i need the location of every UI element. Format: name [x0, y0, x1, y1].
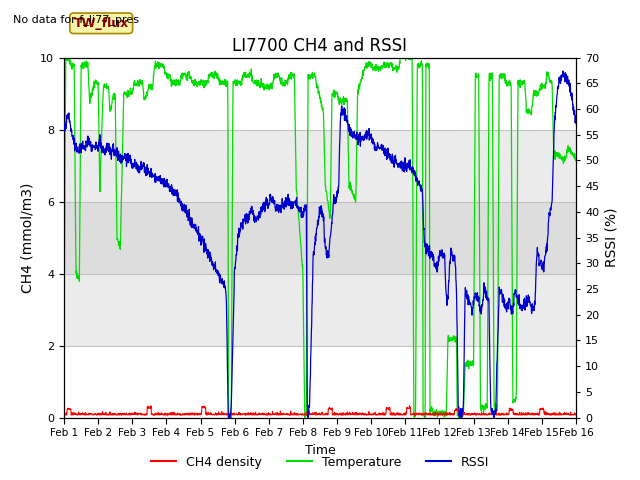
Legend: CH4 density, Temperature, RSSI: CH4 density, Temperature, RSSI	[146, 451, 494, 474]
Y-axis label: RSSI (%): RSSI (%)	[605, 208, 619, 267]
Bar	[64, 130, 576, 346]
X-axis label: Time: Time	[305, 444, 335, 456]
Y-axis label: CH4 (mmol/m3): CH4 (mmol/m3)	[20, 182, 35, 293]
Bar	[64, 202, 576, 274]
Text: TW_flux: TW_flux	[74, 17, 129, 30]
Title: LI7700 CH4 and RSSI: LI7700 CH4 and RSSI	[232, 36, 408, 55]
Text: No data for f_li77_pres: No data for f_li77_pres	[13, 14, 139, 25]
